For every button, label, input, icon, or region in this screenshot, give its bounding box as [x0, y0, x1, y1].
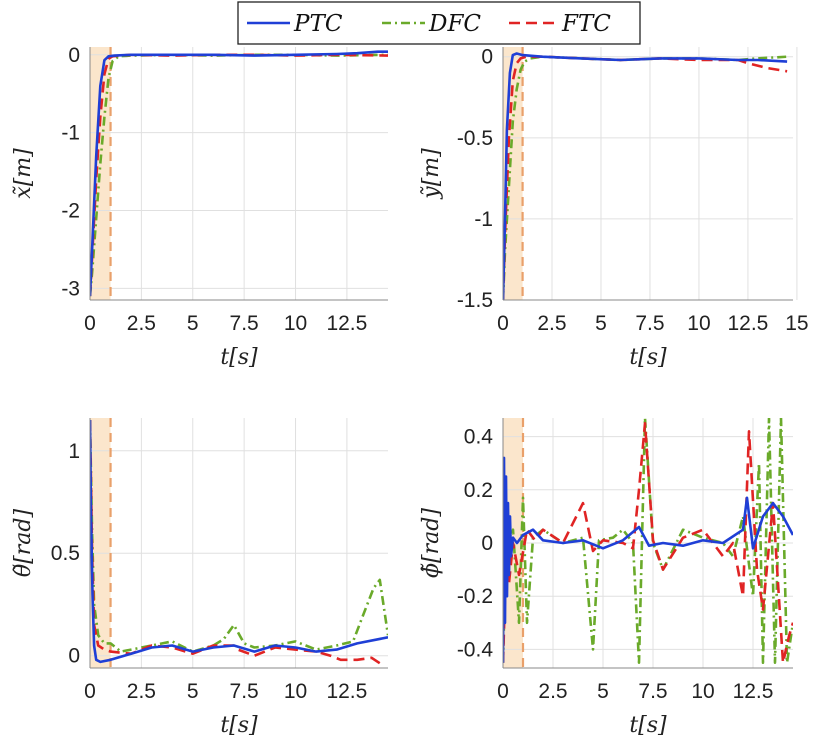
x-tick-label: 2.5 [127, 680, 156, 703]
y-tick-label: -2 [61, 199, 80, 222]
x-axis-label: t[s] [629, 713, 667, 738]
x-tick-label: 12.5 [727, 312, 768, 335]
x-tick-label: 10 [284, 680, 307, 703]
x-tick-label: 5 [187, 680, 199, 703]
legend-box [237, 1, 641, 45]
series-line-ptc [90, 419, 388, 664]
y-tick-label: 0.5 [51, 542, 80, 565]
series-group [90, 419, 388, 668]
series-line-ptc [503, 52, 788, 300]
legend-label-dfc: DFC [428, 11, 481, 37]
series-line-ftc [503, 55, 788, 300]
x-tick-label: 12.5 [326, 312, 367, 335]
series-group [503, 52, 788, 300]
series-line-ftc [503, 422, 793, 664]
x-tick-label: 5 [597, 680, 609, 703]
x-tick-label: 2.5 [538, 680, 567, 703]
x-tick-label: 2.5 [537, 312, 566, 335]
x-tick-label: 10 [687, 312, 710, 335]
subplot-theta-error: 0 2.5 5 7.5 10 12.5 1 0.5 0 t[s] θ̃[rad] [11, 418, 388, 738]
x-tick-label: 2.5 [127, 312, 156, 335]
y-tick-label: -0.5 [457, 127, 493, 150]
y-axis-label: ỹ[m] [419, 148, 444, 200]
plot-area [90, 418, 388, 668]
x-tick-label: 7.5 [635, 312, 664, 335]
x-axis-label: t[s] [220, 713, 258, 738]
x-axis-label: t[s] [220, 345, 258, 370]
subplot-x-error: 0 2.5 5 7.5 10 12.5 0 -1 -2 -3 t[s] x̃[m] [11, 44, 388, 370]
y-tick-label: -0.2 [457, 585, 493, 608]
plot-area [90, 47, 388, 300]
y-tick-label: 0 [481, 46, 493, 69]
y-tick-label: 0 [481, 532, 493, 555]
y-tick-label: -1 [61, 122, 80, 145]
x-tick-label: 5 [595, 312, 607, 335]
x-tick-label: 7.5 [230, 312, 259, 335]
x-tick-label: 7.5 [230, 680, 259, 703]
y-tick-label: 0.4 [464, 426, 494, 449]
y-axis-label: θ̃[rad] [11, 509, 36, 578]
y-tick-label: -1 [474, 208, 493, 231]
y-tick-label: 1 [68, 440, 80, 463]
y-axis-label: x̃[m] [11, 148, 36, 199]
x-tick-label: 10 [691, 680, 714, 703]
y-axis-label: ϕ̃[rad] [419, 508, 444, 578]
x-tick-label: 15 [785, 312, 808, 335]
legend: PTC DFC FTC [237, 1, 641, 45]
x-tick-label: 0 [84, 680, 96, 703]
y-tick-label: -3 [61, 277, 80, 300]
subplot-phi-error: 0 2.5 5 7.5 10 12.5 0.4 0.2 0 -0.2 -0.4 t[s] ϕ̃[rad] [419, 418, 793, 738]
x-tick-label: 0 [497, 680, 509, 703]
series-line-ptc [503, 456, 793, 663]
legend-label-ftc: FTC [561, 11, 611, 37]
x-tick-label: 10 [284, 312, 307, 335]
legend-label-ptc: PTC [293, 11, 343, 37]
subplot-y-error: 0 2.5 5 7.5 10 12.5 15 0 -0.5 -1 -1.5 t[s] ỹ[m] [419, 46, 809, 370]
x-tick-label: 5 [187, 312, 199, 335]
y-tick-label: 0 [68, 44, 80, 67]
y-tick-label: -1.5 [457, 289, 493, 312]
y-tick-label: 0 [68, 645, 80, 668]
plot-area [503, 47, 793, 300]
series-line-ptc [90, 50, 388, 297]
y-tick-label: 0.2 [464, 479, 493, 502]
x-tick-label: 12.5 [733, 680, 774, 703]
x-axis-label: t[s] [629, 345, 667, 370]
x-tick-label: 12.5 [326, 680, 367, 703]
series-group [90, 50, 388, 297]
x-tick-label: 0 [84, 312, 96, 335]
series-group [503, 418, 793, 664]
y-tick-label: -0.4 [457, 638, 494, 661]
x-tick-label: 7.5 [638, 680, 667, 703]
x-tick-label: 0 [497, 312, 509, 335]
